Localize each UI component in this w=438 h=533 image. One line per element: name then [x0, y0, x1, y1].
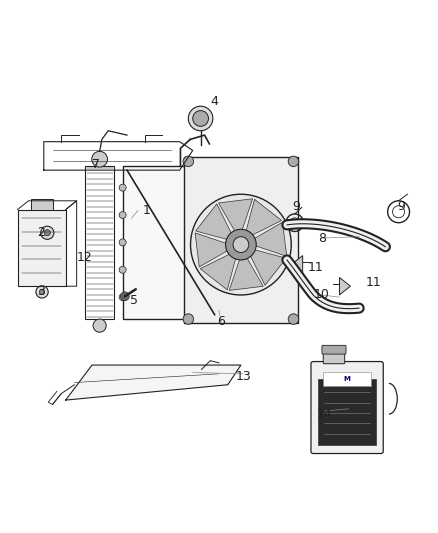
Text: 10: 10	[314, 288, 330, 302]
Circle shape	[218, 217, 229, 228]
Text: 9: 9	[292, 199, 300, 213]
Circle shape	[120, 292, 129, 301]
Text: 4: 4	[211, 95, 219, 108]
Bar	[85, 166, 114, 319]
Polygon shape	[200, 252, 237, 290]
Polygon shape	[219, 199, 253, 235]
Bar	[323, 373, 371, 386]
Circle shape	[41, 226, 54, 239]
Bar	[31, 199, 53, 209]
Bar	[18, 209, 66, 286]
Circle shape	[119, 212, 126, 219]
Text: 5: 5	[130, 294, 138, 307]
Bar	[318, 379, 376, 445]
Polygon shape	[195, 233, 231, 267]
Text: 1: 1	[143, 204, 151, 217]
Polygon shape	[251, 222, 287, 256]
Circle shape	[218, 277, 229, 287]
Text: 13: 13	[235, 370, 251, 383]
Circle shape	[119, 266, 126, 273]
Circle shape	[233, 237, 249, 253]
Bar	[184, 157, 298, 324]
Circle shape	[226, 229, 256, 260]
Polygon shape	[196, 204, 233, 240]
Circle shape	[218, 237, 229, 248]
Text: 14: 14	[317, 408, 333, 421]
Text: 11: 11	[365, 276, 381, 289]
Text: M: M	[344, 376, 350, 382]
Text: 12: 12	[77, 251, 93, 264]
Circle shape	[183, 314, 194, 324]
Circle shape	[44, 230, 50, 236]
Circle shape	[218, 178, 229, 189]
Circle shape	[93, 319, 106, 332]
Text: 2: 2	[37, 226, 45, 239]
Text: 8: 8	[318, 231, 326, 245]
Polygon shape	[66, 365, 241, 400]
Circle shape	[39, 289, 45, 295]
FancyBboxPatch shape	[323, 352, 345, 364]
Circle shape	[218, 296, 229, 307]
Circle shape	[288, 156, 299, 167]
Circle shape	[119, 239, 126, 246]
Circle shape	[92, 151, 108, 167]
Circle shape	[188, 106, 213, 131]
Circle shape	[183, 156, 194, 167]
Circle shape	[191, 194, 291, 295]
Circle shape	[218, 257, 229, 268]
Circle shape	[288, 314, 299, 324]
Polygon shape	[229, 255, 263, 290]
Circle shape	[218, 198, 229, 208]
Text: 6: 6	[217, 315, 225, 328]
Text: 7: 7	[92, 158, 100, 172]
Circle shape	[119, 294, 126, 301]
Text: 3: 3	[37, 285, 45, 298]
FancyBboxPatch shape	[311, 361, 383, 454]
FancyBboxPatch shape	[322, 345, 346, 354]
Polygon shape	[292, 255, 303, 273]
Circle shape	[119, 184, 126, 191]
Text: 11: 11	[307, 261, 323, 274]
Circle shape	[193, 110, 208, 126]
Polygon shape	[249, 249, 286, 285]
Polygon shape	[339, 278, 350, 295]
Circle shape	[36, 286, 48, 298]
Polygon shape	[245, 199, 282, 237]
Text: 9: 9	[397, 199, 405, 213]
Bar	[123, 166, 219, 319]
